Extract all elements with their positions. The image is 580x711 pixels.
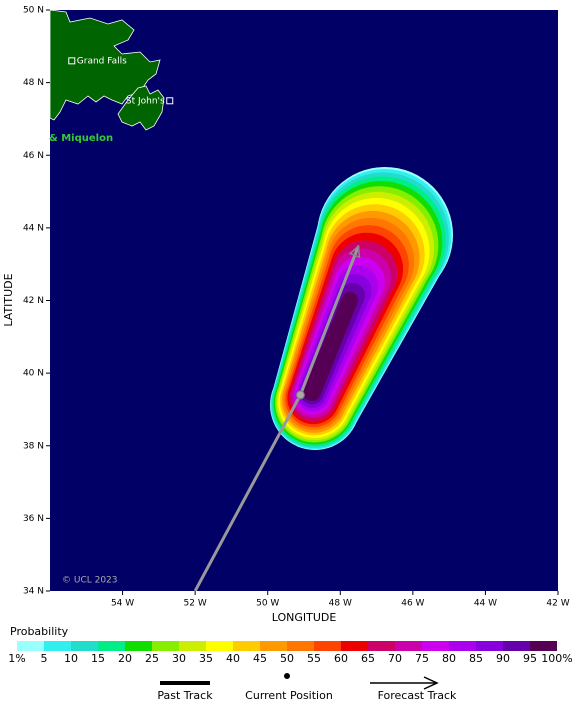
place-label: St John's	[126, 96, 165, 106]
x-tick-label: 42 W	[546, 599, 569, 609]
region-label: & Miquelon	[49, 133, 113, 144]
y-tick-label: 42 N	[23, 296, 44, 306]
colorbar-label: 70	[388, 652, 402, 665]
colorbar-swatch	[98, 641, 125, 651]
past-track	[193, 394, 302, 591]
colorbar-label: 35	[199, 652, 213, 665]
colorbar-swatch	[287, 641, 314, 651]
colorbar-swatch	[152, 641, 179, 651]
colorbar-swatch	[368, 641, 395, 651]
place-marker	[166, 97, 174, 105]
colorbar-swatch	[530, 641, 557, 651]
colorbar-swatch	[503, 641, 530, 651]
colorbar-swatch	[395, 641, 422, 651]
colorbar-swatch	[44, 641, 71, 651]
legend-label: Past Track	[157, 689, 213, 702]
colorbar-label: 90	[496, 652, 510, 665]
land	[50, 10, 165, 131]
legend-label: Current Position	[245, 689, 333, 702]
colorbar-swatch	[71, 641, 98, 651]
colorbar-label: 45	[253, 652, 267, 665]
forecast-end	[348, 244, 361, 259]
colorbar-swatch	[314, 641, 341, 651]
y-tick-label: 50 N	[23, 6, 44, 16]
legend-arrowhead	[423, 676, 439, 690]
colorbar-swatch	[17, 641, 44, 651]
y-axis-title: LATITUDE	[2, 273, 15, 326]
probability-field	[270, 167, 453, 450]
colorbar-label: 25	[145, 652, 159, 665]
colorbar-label: 15	[91, 652, 105, 665]
colorbar-label: 80	[442, 652, 456, 665]
colorbar-label: 55	[307, 652, 321, 665]
newfoundland	[50, 10, 161, 121]
x-tick-label: 48 W	[329, 599, 352, 609]
y-tick-label: 38 N	[23, 441, 44, 451]
legend-label: Forecast Track	[378, 689, 457, 702]
colorbar-label: 75	[415, 652, 429, 665]
colorbar-label: 1%	[8, 652, 25, 665]
colorbar-label: 40	[226, 652, 240, 665]
colorbar-label: 20	[118, 652, 132, 665]
colorbar-swatch	[260, 641, 287, 651]
colorbar-label: 30	[172, 652, 186, 665]
probability-band	[303, 292, 358, 401]
x-tick-label: 44 W	[474, 599, 497, 609]
avalon	[117, 85, 165, 131]
colorbar-label: 10	[64, 652, 78, 665]
colorbar-swatch	[449, 641, 476, 651]
colorbar-label: 85	[469, 652, 483, 665]
place-marker	[68, 57, 76, 65]
x-tick-label: 54 W	[111, 599, 134, 609]
y-tick-label: 46 N	[23, 151, 44, 161]
y-tick-label: 48 N	[23, 78, 44, 88]
colorbar-swatch	[125, 641, 152, 651]
legend-current-position	[284, 673, 290, 679]
colorbar-swatch	[233, 641, 260, 651]
x-axis-title: LONGITUDE	[272, 611, 337, 624]
colorbar-label: 50	[280, 652, 294, 665]
x-tick-label: 52 W	[184, 599, 207, 609]
current-position	[295, 390, 305, 400]
y-tick-label: 36 N	[23, 514, 44, 524]
colorbar-swatch	[341, 641, 368, 651]
colorbar-label: 100%	[541, 652, 572, 665]
credit: © UCL 2023	[62, 576, 118, 586]
y-tick-label: 34 N	[23, 587, 44, 597]
band-body	[303, 296, 358, 396]
x-tick-label: 46 W	[401, 599, 424, 609]
x-tick-label: 50 W	[256, 599, 279, 609]
colorbar-label: 65	[361, 652, 375, 665]
colorbar-swatch	[206, 641, 233, 651]
legend-title: Probability	[10, 625, 69, 638]
colorbar-swatch	[179, 641, 206, 651]
colorbar-label: 60	[334, 652, 348, 665]
colorbar-label: 5	[41, 652, 48, 665]
colorbar-swatch	[476, 641, 503, 651]
place-label: Grand Falls	[77, 56, 127, 66]
forecast-track	[298, 245, 360, 396]
y-tick-label: 44 N	[23, 223, 44, 233]
colorbar-label: 95	[523, 652, 537, 665]
y-tick-label: 40 N	[23, 369, 44, 379]
colorbar-swatch	[422, 641, 449, 651]
